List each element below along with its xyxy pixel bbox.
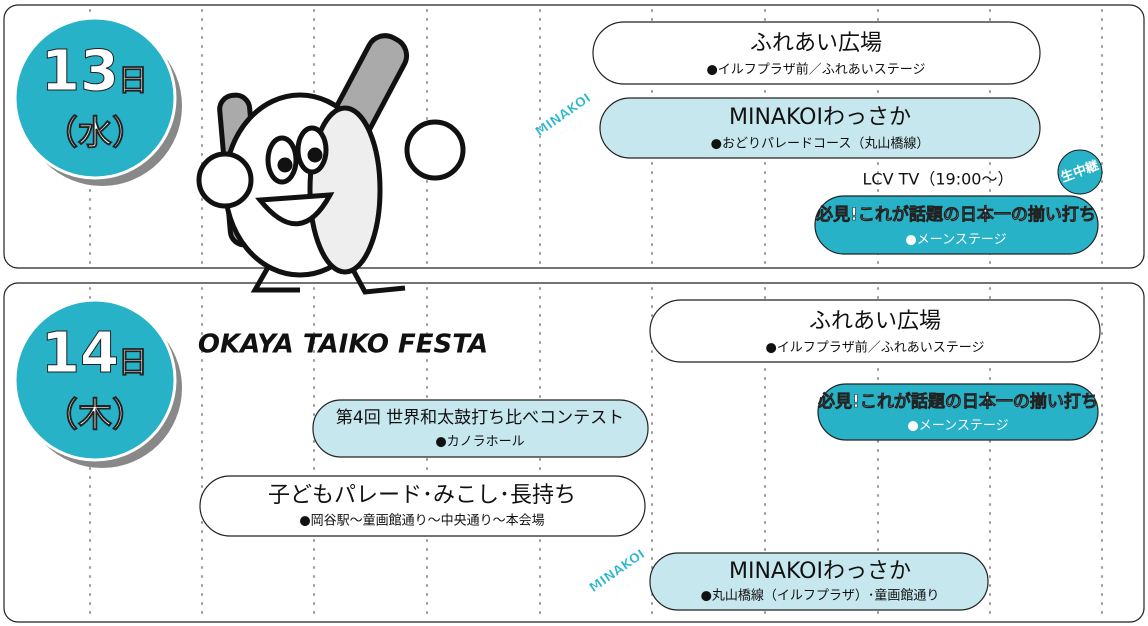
mascot-caption: OKAYA TAIKO FESTA (198, 330, 488, 360)
weekday: （水） (44, 114, 146, 154)
event-title: 必見!これが話題の日本一の揃い打ち (815, 204, 1096, 225)
day-number: 13 (41, 39, 119, 104)
event-title: ふれあい広場 (809, 309, 941, 334)
event-title: MINAKOIわっさか (729, 559, 911, 584)
event-place: ●岡谷駅〜童画館通り〜中央通り〜本会場 (299, 514, 544, 529)
event-place: ●丸山橋線（イルフプラザ）･童画館通り (701, 588, 940, 604)
event-place: ●おどりパレードコース（丸山橋線） (711, 136, 930, 152)
day-unit: 日 (118, 64, 148, 99)
event-title: 第4回 世界和太鼓打ち比べコンテスト (336, 408, 624, 428)
day-badge: 13 日 （水） (13, 16, 182, 186)
event-title: 子どもパレード･みこし･長持ち (268, 483, 576, 508)
event-place: ●イルフプラザ前／ふれあいステージ (765, 340, 984, 356)
broadcast: LCV TV（19:00〜） (863, 170, 1014, 189)
event-place: ●カノラホール (435, 435, 524, 450)
event-title: 必見!これが話題の日本一の揃い打ち (817, 391, 1098, 412)
mascot (196, 33, 466, 295)
event-pill (814, 195, 1099, 255)
event-pill (312, 399, 649, 458)
event-place: ●メーンステージ (907, 419, 1008, 434)
event-title: MINAKOIわっさか (729, 105, 911, 130)
event-place: ●メーンステージ (905, 233, 1006, 248)
event-pill (592, 21, 1041, 85)
event-pill (649, 552, 989, 611)
badge (1057, 149, 1103, 195)
day-unit: 日 (118, 346, 148, 381)
event-pill (599, 97, 1041, 159)
weekday: （木） (44, 396, 146, 436)
event-place: ●イルフプラザ前／ふれあいステージ (706, 62, 925, 78)
event-pill (817, 383, 1099, 441)
event-pill (199, 475, 646, 537)
day-badge: 14 日 （木） (13, 298, 182, 468)
event-pill (649, 299, 1101, 363)
day-number: 14 (41, 321, 119, 386)
event-title: ふれあい広場 (750, 31, 882, 56)
